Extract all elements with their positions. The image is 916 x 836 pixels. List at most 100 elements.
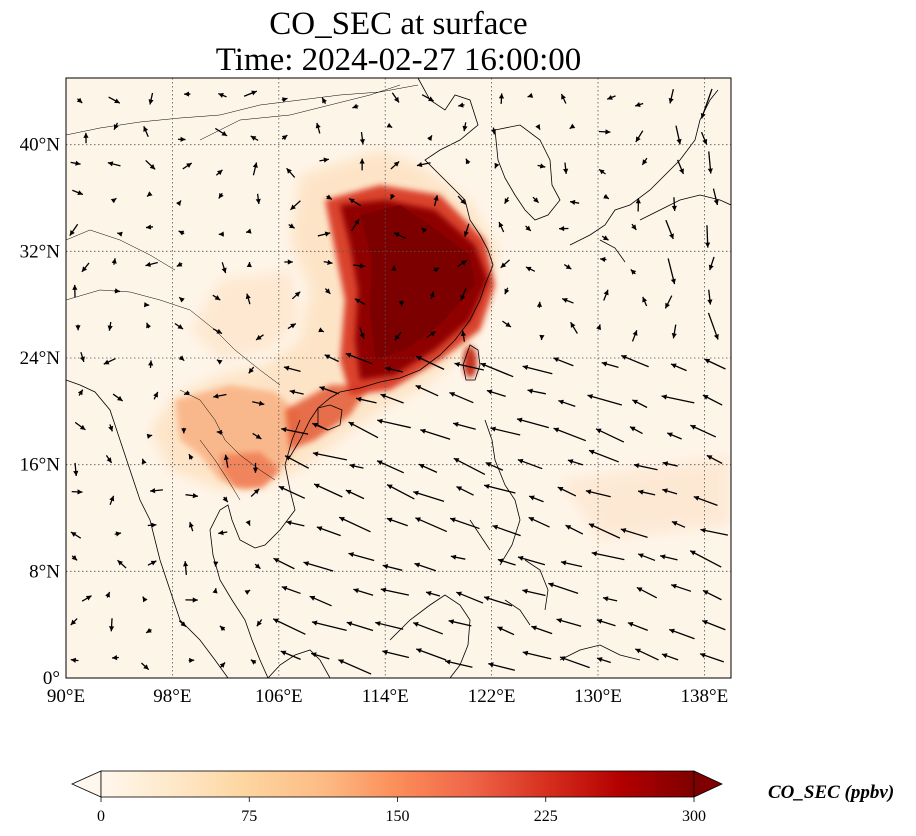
wind-arrow (548, 582, 579, 595)
wind-arrow (178, 296, 185, 303)
wind-arrow (420, 428, 451, 440)
wind-arrow (83, 132, 89, 144)
wind-arrow (281, 97, 288, 103)
lat-tick-label: 16°N (20, 455, 61, 476)
wind-arrow (215, 169, 223, 176)
wind-arrow (391, 92, 400, 103)
wind-arrow (278, 485, 306, 499)
wind-arrow (601, 235, 609, 241)
wind-arrow (317, 231, 331, 237)
colorbar-max-extension (693, 770, 723, 798)
wind-arrow (602, 596, 618, 602)
wind-arrow (252, 432, 262, 440)
wind-arrow (216, 429, 223, 435)
wind-arrow (517, 458, 543, 470)
wind-vectors (69, 88, 729, 675)
colorbar-min-extension (71, 770, 102, 798)
wind-arrow (212, 587, 218, 594)
wind-arrow (427, 134, 433, 141)
wind-arrow (416, 648, 447, 661)
wind-arrow (670, 583, 692, 592)
map-title: CO_SEC at surface (269, 6, 528, 42)
wind-arrow (500, 259, 511, 269)
wind-arrow (557, 486, 577, 497)
wind-arrow (312, 451, 347, 461)
coastline-hainan (317, 404, 343, 431)
wind-arrow (71, 555, 78, 561)
wind-arrow (153, 391, 159, 400)
wind-arrow (601, 361, 619, 369)
wind-arrow (596, 324, 602, 330)
wind-arrow (219, 625, 226, 632)
wind-arrow (70, 618, 78, 626)
wind-arrow (666, 432, 682, 440)
wind-arrow (490, 426, 521, 436)
wind-arrow (689, 550, 722, 568)
wind-arrow (326, 194, 333, 200)
wind-arrow (705, 225, 711, 248)
wind-arrow (354, 298, 366, 306)
wind-arrow (413, 490, 445, 502)
wind-arrow (309, 595, 332, 607)
wind-arrow (149, 488, 163, 494)
lon-tick-label: 122°E (468, 686, 516, 707)
wind-arrow (144, 302, 150, 308)
wind-arrow (319, 386, 339, 395)
wind-arrow (516, 417, 549, 429)
wind-arrow (183, 390, 190, 396)
wind-arrow (528, 516, 550, 528)
wind-arrow (148, 92, 154, 105)
wind-arrow (380, 393, 404, 404)
wind-arrow (565, 524, 584, 535)
wind-arrow (425, 591, 441, 597)
wind-arrow (146, 191, 153, 198)
wind-arrow (254, 563, 261, 570)
wind-arrow (111, 258, 117, 265)
wind-arrow (281, 427, 309, 435)
wind-arrow (677, 159, 685, 175)
colorbar-tick-label: 300 (682, 808, 706, 825)
wind-arrow (280, 650, 301, 660)
wind-arrow (117, 559, 127, 569)
wind-arrow (385, 366, 403, 373)
wind-arrow (429, 291, 435, 299)
coastline-png (559, 644, 641, 661)
colorbar-tick-label: 75 (241, 808, 257, 825)
wind-arrow (244, 589, 251, 595)
wind-arrow (415, 384, 439, 397)
wind-arrow (702, 589, 722, 601)
wind-arrow (213, 561, 219, 567)
wind-arrow (142, 596, 148, 603)
wind-arrow (110, 197, 117, 204)
wind-arrow (504, 287, 510, 295)
wind-arrow (669, 628, 695, 640)
wind-arrow (355, 396, 377, 404)
wind-arrow (216, 359, 223, 365)
wind-arrow (532, 196, 540, 204)
wind-arrow (641, 157, 648, 166)
colorbar-tick-label: 150 (386, 808, 410, 825)
wind-arrow (72, 284, 78, 298)
co-plume-west (190, 270, 300, 360)
wind-arrow (218, 231, 224, 237)
wind-arrow (634, 102, 644, 107)
wind-arrow (448, 619, 472, 627)
wind-arrow (637, 489, 656, 496)
wind-arrow (212, 328, 223, 335)
wind-arrow (181, 427, 187, 434)
lon-tick-label: 138°E (681, 686, 729, 707)
wind-arrow (488, 662, 515, 671)
wind-arrow (188, 657, 195, 664)
wind-arrow (147, 522, 157, 528)
wind-arrow (245, 228, 252, 234)
wind-arrow (145, 159, 156, 170)
wind-arrow (416, 162, 431, 168)
wind-arrow (382, 564, 403, 571)
wind-arrow (637, 553, 656, 562)
wind-arrow (633, 463, 658, 471)
wind-arrow (398, 300, 404, 307)
wind-arrow (286, 520, 305, 527)
wind-arrow (393, 232, 407, 239)
wind-arrow (621, 354, 649, 368)
wind-arrow (359, 158, 365, 171)
